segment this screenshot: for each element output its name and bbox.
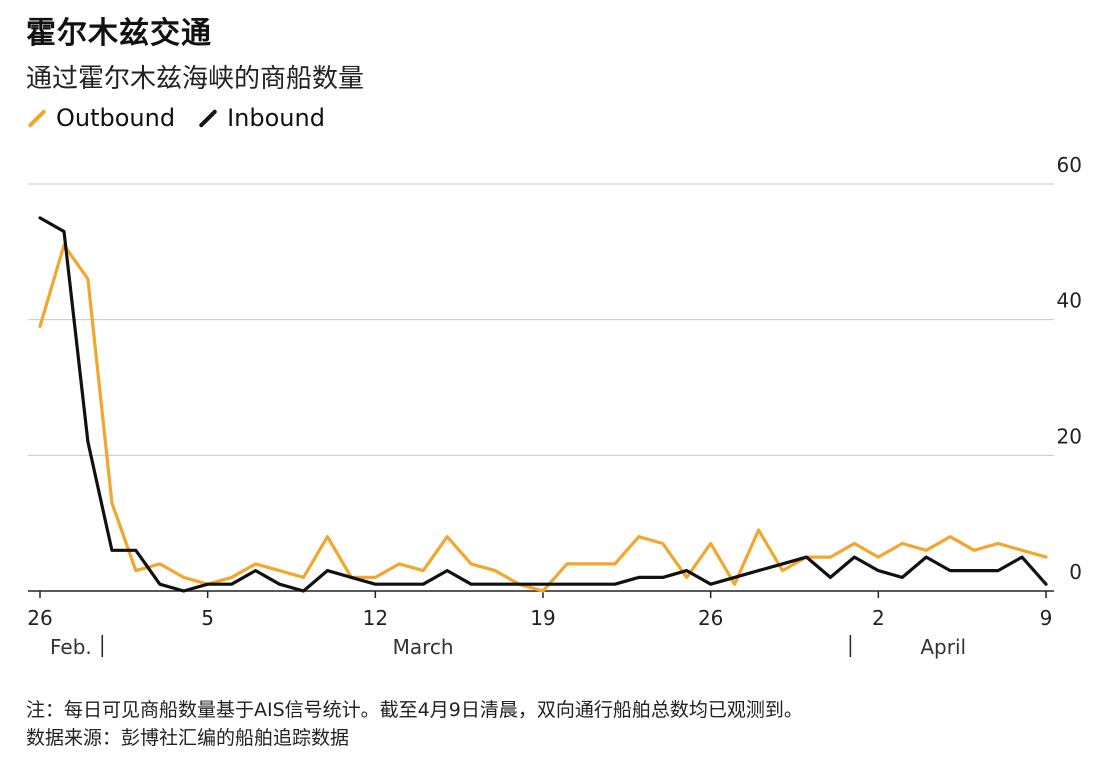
- x-tick-label-4: 26: [698, 606, 723, 630]
- legend-item-outbound: Outbound: [26, 104, 175, 132]
- grid-lines: [28, 183, 1054, 456]
- series-line-outbound: [38, 243, 1048, 593]
- y-tick-label-40: 40: [1057, 289, 1082, 313]
- x-tick-label-6: 9: [1040, 606, 1053, 630]
- x-tick-label-2: 12: [363, 606, 388, 630]
- line-chart: 0 20 40 60 26 5 12 19 26 2 9 Feb. March April: [27, 153, 1082, 659]
- footnote: 注：每日可见商船数量基于AIS信号统计。截至4月9日清晨，双向通行船舶总数均已观…: [26, 699, 803, 721]
- legend-label-outbound: Outbound: [56, 104, 176, 132]
- x-tick-label-5: 2: [872, 606, 885, 630]
- series-line-inbound: [38, 216, 1048, 593]
- month-label-feb: Feb.: [50, 635, 92, 659]
- chart-title: 霍尔木兹交通: [26, 16, 212, 51]
- x-tick-label-3: 19: [530, 606, 555, 630]
- y-tick-label-60: 60: [1057, 153, 1082, 177]
- month-label-march: March: [393, 635, 454, 659]
- y-tick-label-0: 0: [1069, 560, 1082, 584]
- x-tick-label-1: 5: [201, 606, 214, 630]
- legend-label-inbound: Inbound: [227, 104, 325, 132]
- x-tick-label-0: 26: [27, 606, 52, 630]
- month-label-april: April: [920, 635, 966, 659]
- chart-note: 注：每日可见商船数量基于AIS信号统计。截至4月9日清晨，双向通行船舶总数均已观…: [26, 696, 803, 752]
- legend-item-inbound: Inbound: [197, 104, 325, 132]
- series-lines: [38, 216, 1048, 593]
- y-tick-label-20: 20: [1057, 424, 1082, 448]
- source-line: 数据来源：彭博社汇编的船舶追踪数据: [26, 727, 350, 749]
- axis-labels: 0 20 40 60 26 5 12 19 26 2 9 Feb. March April: [27, 153, 1082, 659]
- chart-subtitle: 通过霍尔木兹海峡的商船数量: [26, 64, 365, 94]
- legend: Outbound Inbound: [26, 104, 325, 132]
